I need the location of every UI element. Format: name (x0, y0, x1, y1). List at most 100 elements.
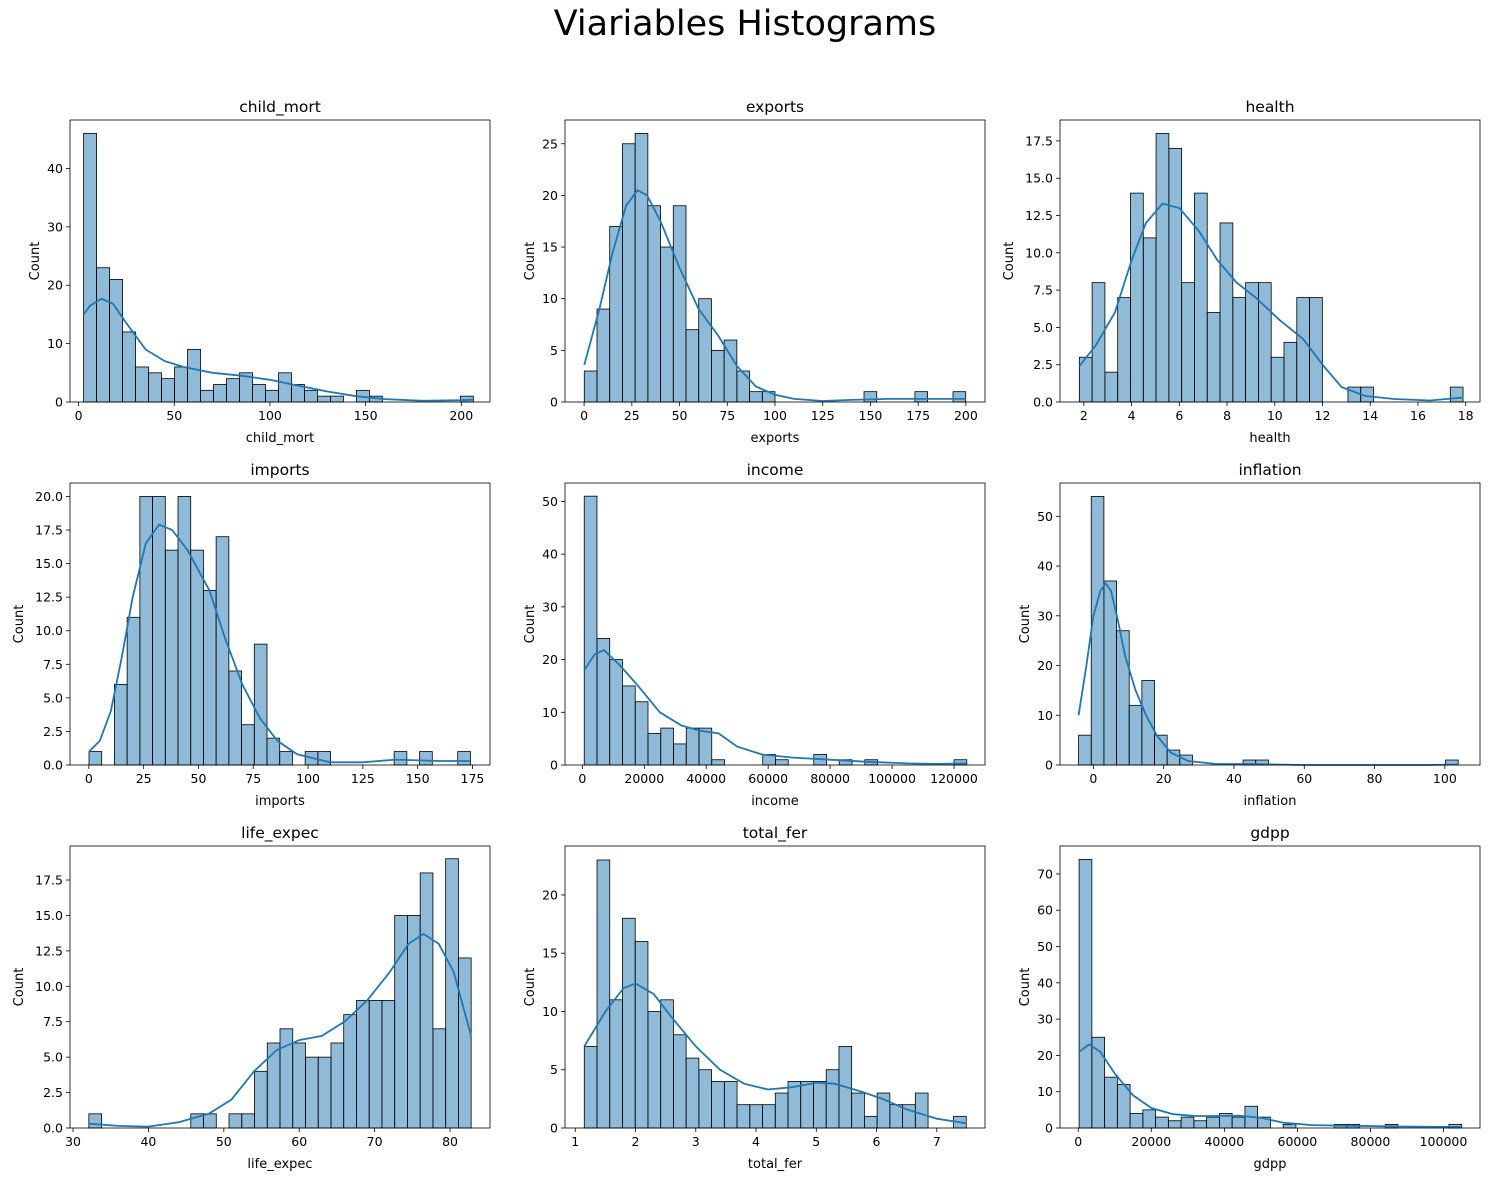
histogram-bar (88, 1113, 102, 1129)
histogram-bars (1078, 133, 1464, 403)
subplot-child_mort: 0 50 100 150 200 0 10 20 30 40 child_mort child_mor… (28, 98, 491, 446)
kde-line (88, 932, 472, 1128)
x-tick-label: 100 (258, 408, 282, 423)
x-tick-label: 60 (1296, 771, 1312, 786)
y-tick-label: 2.5 (43, 1085, 63, 1100)
histogram-bar (432, 1028, 447, 1129)
histogram-bar (278, 372, 292, 403)
histogram-bar (609, 659, 623, 766)
x-tick-label: 80 (1367, 771, 1383, 786)
histogram-bar (1117, 297, 1131, 403)
x-tick-label: 80000 (810, 771, 850, 786)
histogram-bar (190, 549, 204, 766)
subplot-exports: 0 25 50 75 100 125 150 175 200 0 5 10 15 20 25 exports e… (523, 98, 986, 446)
y-tick-label: 0 (1045, 758, 1053, 773)
subplot-gdpp: 0 20000 40000 60000 80000 100000 0 10 20 30 40 50 60… (1018, 824, 1481, 1172)
histogram-bar (252, 384, 266, 403)
histogram-bar (1166, 749, 1181, 766)
y-tick-label: 0.0 (43, 758, 63, 773)
x-tick-label: 50 (191, 771, 207, 786)
x-tick-label: 100000 (1420, 1134, 1468, 1149)
histogram-bars (1078, 859, 1463, 1129)
histogram-bar (1129, 1113, 1144, 1129)
x-tick-label: 80 (442, 1134, 458, 1149)
histogram-bar (1155, 1116, 1169, 1129)
histogram-bar (135, 366, 149, 403)
x-tick-label: 12 (1315, 408, 1331, 423)
histogram-bar (292, 1042, 306, 1129)
histogram-bars (88, 858, 472, 1129)
x-axis-label: child_mort (246, 431, 314, 446)
histogram-bar (241, 1113, 255, 1129)
y-tick-label: 20 (542, 188, 558, 203)
histogram-bar (1282, 1123, 1297, 1129)
subplot-title: exports (746, 98, 804, 116)
histogram-bar (813, 1080, 827, 1129)
subplot-imports: 0 25 50 75 100 125 150 175 0.0 2.5 5.0 7.5 10.0 12.5 1… (12, 461, 491, 809)
histogram-bar (698, 298, 712, 403)
x-tick-label: 100 (296, 771, 320, 786)
y-tick-label: 40 (1037, 975, 1053, 990)
x-tick-label: 18 (1458, 408, 1474, 423)
y-tick-label: 0.0 (43, 1121, 63, 1136)
axes-frame (1059, 845, 1481, 1129)
histogram-bar (226, 378, 240, 403)
histogram-bar (596, 308, 611, 403)
histogram-bar (279, 751, 293, 766)
histogram-bar (407, 915, 421, 1129)
x-axis-label: life_expec (247, 1157, 312, 1172)
histogram-bar (1142, 237, 1157, 403)
histogram-bar (148, 372, 162, 403)
histogram-bar (1078, 859, 1093, 1129)
histogram-bar (317, 751, 331, 766)
kde-line (82, 297, 473, 402)
subplot-title: imports (250, 461, 309, 479)
subplot-title: life_expec (241, 824, 319, 843)
histogram-bar (1283, 341, 1298, 403)
histogram-bar (749, 1104, 763, 1129)
x-tick-label: 60000 (1278, 1134, 1318, 1149)
histogram-bar (213, 384, 227, 403)
y-tick-label: 10 (542, 1004, 558, 1019)
histogram-bar (1141, 680, 1155, 766)
x-axis-label: income (751, 794, 799, 809)
histogram-bar (622, 685, 636, 766)
histogram-bar (88, 751, 103, 766)
axes-frame (69, 482, 491, 766)
kde-line (88, 523, 471, 764)
histogram-bar (1168, 147, 1183, 403)
x-tick-label: 80000 (1351, 1134, 1391, 1149)
histogram-bar (419, 751, 433, 766)
histogram-bar (1130, 192, 1144, 403)
x-tick-label: 150 (354, 408, 378, 423)
histogram-bar (266, 1042, 281, 1129)
y-tick-label: 15.0 (35, 556, 63, 571)
histogram-bar (889, 1104, 903, 1129)
histogram-bar (672, 205, 687, 403)
y-tick-label: 5.0 (43, 1050, 63, 1065)
x-tick-label: 25 (136, 771, 152, 786)
histogram-bar (1219, 222, 1234, 403)
x-tick-label: 4 (752, 1134, 760, 1149)
y-tick-label: 0 (550, 395, 558, 410)
x-tick-label: 1 (571, 1134, 579, 1149)
x-tick-label: 0 (75, 408, 83, 423)
histogram-bar (126, 616, 141, 766)
figure-title: Viariables Histograms (553, 4, 937, 44)
y-tick-label: 15.0 (35, 908, 63, 923)
histogram-bar (685, 727, 700, 766)
kde-line (1078, 1043, 1462, 1128)
y-tick-label: 10.0 (1025, 245, 1053, 260)
histogram-bar (800, 1080, 814, 1129)
histogram-bar (304, 389, 318, 403)
histogram-bar (96, 267, 110, 403)
histogram-bar (393, 751, 408, 766)
histogram-bar (787, 1080, 802, 1129)
y-axis-label: Count (28, 242, 43, 281)
histogram-bar (851, 1092, 865, 1129)
x-tick-label: 40 (1226, 771, 1242, 786)
y-axis-label: Count (523, 605, 538, 644)
x-tick-label: 3 (692, 1134, 700, 1149)
histogram-bar (609, 225, 623, 403)
histogram-bar (775, 759, 789, 766)
